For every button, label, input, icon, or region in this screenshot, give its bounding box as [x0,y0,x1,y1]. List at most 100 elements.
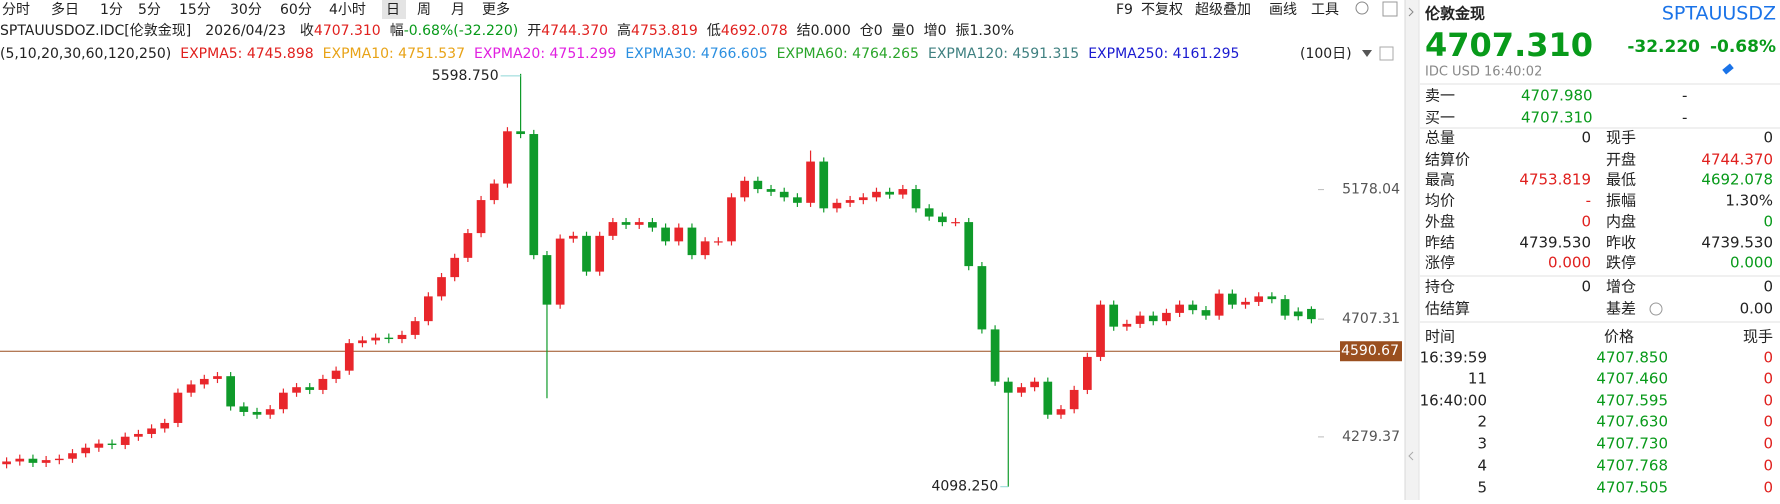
candle-body [1227,293,1237,305]
toolbar-tab[interactable]: 月 [451,2,465,18]
toolbar-tab[interactable]: 15分 [179,2,211,18]
candle-body [634,222,644,225]
field-label: 高 [617,22,631,39]
candle-body [476,200,486,234]
candle-body [2,461,11,465]
field-label: 低 [707,23,721,39]
candle-body [147,428,156,434]
toolbar-tab[interactable]: 更多 [482,1,510,18]
stat-value: 4753.819 [1519,171,1591,189]
candle-body [766,189,776,192]
book-price: 4707.310 [1521,109,1593,127]
candle-body [740,180,750,198]
trade-cell: 4707.505 [1596,479,1668,497]
field-label: 收 [300,23,314,39]
toolbar-tab[interactable]: 分时 [2,2,30,18]
book-price: 4707.980 [1521,87,1593,105]
last-price: 4707.310 [1425,26,1593,64]
trade-cell: 0 [1763,413,1773,431]
field-value: 0 [938,23,947,39]
stat-value: 0 [1581,213,1591,231]
trade-cell: 3 [1477,435,1487,453]
candle-body [1083,356,1092,390]
stat-label: 现手 [1606,129,1636,147]
stat-label: 昨收 [1606,234,1636,252]
stat-label: 最高 [1425,171,1455,189]
info-bar: SPTAUUSDOZ.IDC[伦敦金现] 2026/04/23 收4707.310 幅… [0,22,1014,39]
toolbar-tool[interactable]: 超级叠加 [1195,2,1251,18]
stat-label: 昨结 [1425,234,1455,252]
stat-value: 0 [1581,278,1591,296]
candle-body [160,422,170,429]
collapse-icon[interactable] [1408,7,1414,17]
stat-value: 4739.530 [1701,234,1773,252]
candle-body [806,161,815,203]
toolbar-tool[interactable]: F9 [1116,2,1133,18]
toolbar-tab[interactable]: 60分 [280,2,312,18]
candle-body [938,216,947,223]
stat-value: 4692.078 [1701,171,1773,189]
stat-label: 跌停 [1606,254,1636,272]
candle-body [621,222,631,225]
candle-body [1030,381,1039,388]
stat-value: - [1586,192,1591,210]
stat-value: 0 [1581,129,1591,147]
date: 2026/04/23 [205,23,286,39]
candle-body [292,387,301,393]
candle-body [1148,315,1158,322]
trades-header: 现手 [1743,328,1773,346]
book-label: 卖一 [1425,87,1455,105]
field-label: 结 [797,23,811,39]
stat-value: 0 [1763,278,1773,296]
field-value: -0.68%(-32.220) [404,23,519,39]
stat-label: 振幅 [1606,192,1636,210]
candle-body [463,233,473,258]
candle-body [1003,381,1013,393]
trade-cell: 11 [1468,370,1487,388]
candle-body [1254,296,1264,302]
stat-label: 开盘 [1606,151,1636,169]
toolbar-tab[interactable]: 30分 [230,2,262,18]
toolbar-tab[interactable]: 1分 [100,2,123,18]
toolbar-tab[interactable]: 多日 [51,1,79,18]
candle-body [793,197,802,203]
candle-body [397,334,407,340]
toolbar-tab[interactable]: 日 [386,2,400,18]
candle-body [990,329,1000,382]
toolbar-tab[interactable]: 5分 [138,2,161,18]
window-icon[interactable] [1382,1,1398,17]
candle-body [1214,293,1224,316]
candle-body [832,202,842,209]
toolbar-tool[interactable]: 不复权 [1141,1,1183,18]
stat-value: 0.00 [1740,300,1773,318]
toolbar-tab[interactable]: 周 [417,2,431,18]
candle-body [503,131,512,184]
trade-cell: 0 [1763,479,1773,497]
indicator-value: EXPMA120: 4591.315 [928,46,1079,62]
candle-body [318,378,328,390]
candle-body [410,321,420,335]
book-volume: - [1682,87,1687,105]
scroll-strip[interactable] [1405,0,1419,500]
indicator-bar: (5,10,20,30,60,120,250) EXPMA5: 4745.898 E… [0,46,1239,62]
indicator-value: EXPMA10: 4751.537 [323,46,465,62]
candle-body [555,238,565,305]
edit-icon [1722,63,1734,75]
candle-body [424,296,433,322]
candle-body [134,433,143,437]
book-volume: - [1682,109,1687,127]
candle-body [331,370,341,379]
stat-label: 总量 [1425,129,1455,147]
toolbar-tab[interactable]: 4小时 [329,2,366,18]
toolbar-tool[interactable]: 工具 [1311,2,1339,18]
expand-icon[interactable] [1408,451,1414,461]
reference-label-bg [1340,341,1402,362]
period-selector[interactable]: (100日) [1300,46,1352,62]
candle-body [1017,387,1026,393]
candle-body [1280,299,1290,316]
toolbar-tool[interactable]: 画线 [1269,2,1297,18]
settings-icon[interactable] [1355,1,1369,15]
candle-body [28,458,38,463]
trades-header: 时间 [1425,328,1455,346]
stat-label: 最低 [1606,171,1636,189]
